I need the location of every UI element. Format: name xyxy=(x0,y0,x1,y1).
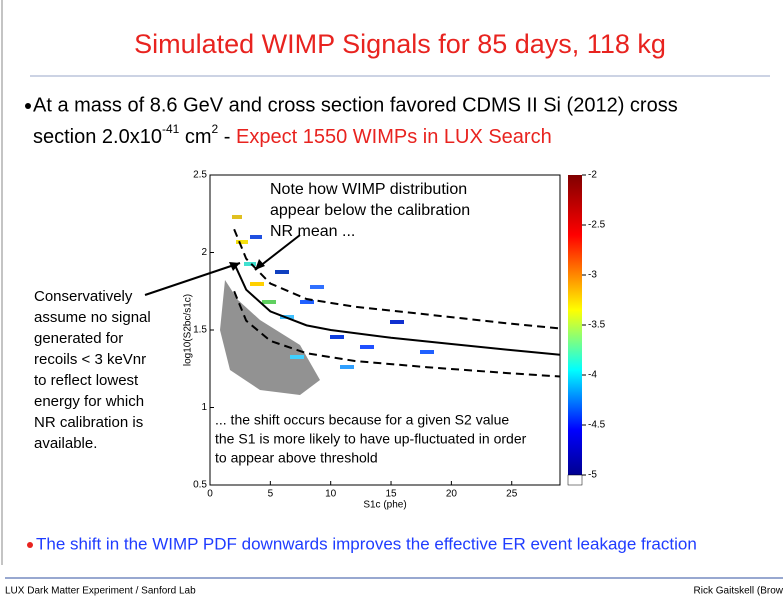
colorbar xyxy=(568,175,582,475)
annotation-line: to reflect lowest xyxy=(34,372,139,389)
annotation-line: recoils < 3 keVnr xyxy=(34,351,146,368)
arrow-head xyxy=(255,259,265,270)
annotation-line: energy for which xyxy=(34,393,144,410)
bullet-line: At a mass of 8.6 GeV and cross section f… xyxy=(33,94,678,116)
y-tick-label: 1 xyxy=(201,402,207,413)
bullet-line: section 2.0x10-41 cm2 - Expect 1550 WIMP… xyxy=(33,122,552,148)
y-tick-label: 0.5 xyxy=(193,480,207,491)
annotation-line: generated for xyxy=(34,330,123,347)
annotation-line: the S1 is more likely to have up-fluctua… xyxy=(215,431,527,447)
x-tick-label: 0 xyxy=(207,489,213,500)
x-tick-label: 10 xyxy=(325,489,337,500)
colorbar-tick-label: -3.5 xyxy=(588,320,606,331)
bullet-line: The shift in the WIMP PDF downwards impr… xyxy=(36,534,697,553)
x-tick-label: 20 xyxy=(446,489,458,500)
arrow-head xyxy=(229,262,240,271)
colorbar-tick-label: -5 xyxy=(588,470,597,481)
footer-left: LUX Dark Matter Experiment / Sanford Lab xyxy=(5,586,196,597)
x-axis-label: S1c (phe) xyxy=(363,500,406,511)
annotation-line: NR calibration is xyxy=(34,414,143,431)
colorbar-floor xyxy=(567,474,583,486)
text: cm xyxy=(179,126,211,148)
series-line xyxy=(233,262,561,356)
annotation-line: ... the shift occurs because for a given… xyxy=(215,412,509,428)
x-tick-label: 5 xyxy=(268,489,274,500)
annotation-line: Note how WIMP distribution xyxy=(270,181,467,198)
text: - xyxy=(218,126,236,148)
superscript: -41 xyxy=(162,122,180,136)
y-tick-label: 2.5 xyxy=(193,170,207,181)
series-line xyxy=(233,228,561,330)
colorbar-tick-label: -4 xyxy=(588,370,597,381)
colorbar-tick-label: -2.5 xyxy=(588,220,606,231)
x-tick-label: 25 xyxy=(506,489,518,500)
annotation-line: NR mean ... xyxy=(270,223,355,240)
y-axis-label: log10(S2bc/s1c) xyxy=(183,294,194,366)
colorbar-tick-label: -2 xyxy=(588,170,597,181)
bullet-dot xyxy=(27,542,33,548)
series-line xyxy=(233,290,561,378)
arrow xyxy=(144,262,241,296)
highlight: Expect 1550 WIMPs in LUX Search xyxy=(236,126,552,148)
bullet-dot xyxy=(25,103,31,109)
event-cloud xyxy=(220,280,320,395)
plot: 0 5 10 15 20 25 0.5 1 1.5 2 2.5 S1c (phe) log10(S2bc… xyxy=(183,170,606,511)
footer-right: Rick Gaitskell (Brow xyxy=(694,586,783,597)
colorbar-tick-label: -4.5 xyxy=(588,420,606,431)
annotation-line: Conservatively xyxy=(34,288,133,305)
colorbar-tick-label: -3 xyxy=(588,270,597,281)
slide-title: Simulated WIMP Signals for 85 days, 118 … xyxy=(134,29,666,59)
annotation-line: appear below the calibration xyxy=(270,202,470,219)
annotation-line: to appear above threshold xyxy=(215,450,378,466)
y-tick-label: 1.5 xyxy=(193,325,207,336)
superscript: 2 xyxy=(212,122,219,136)
annotation-line: assume no signal xyxy=(34,309,151,326)
x-tick-label: 15 xyxy=(385,489,397,500)
text: section 2.0x10 xyxy=(33,126,162,148)
annotation-line: available. xyxy=(34,435,97,452)
y-tick-label: 2 xyxy=(201,247,207,258)
